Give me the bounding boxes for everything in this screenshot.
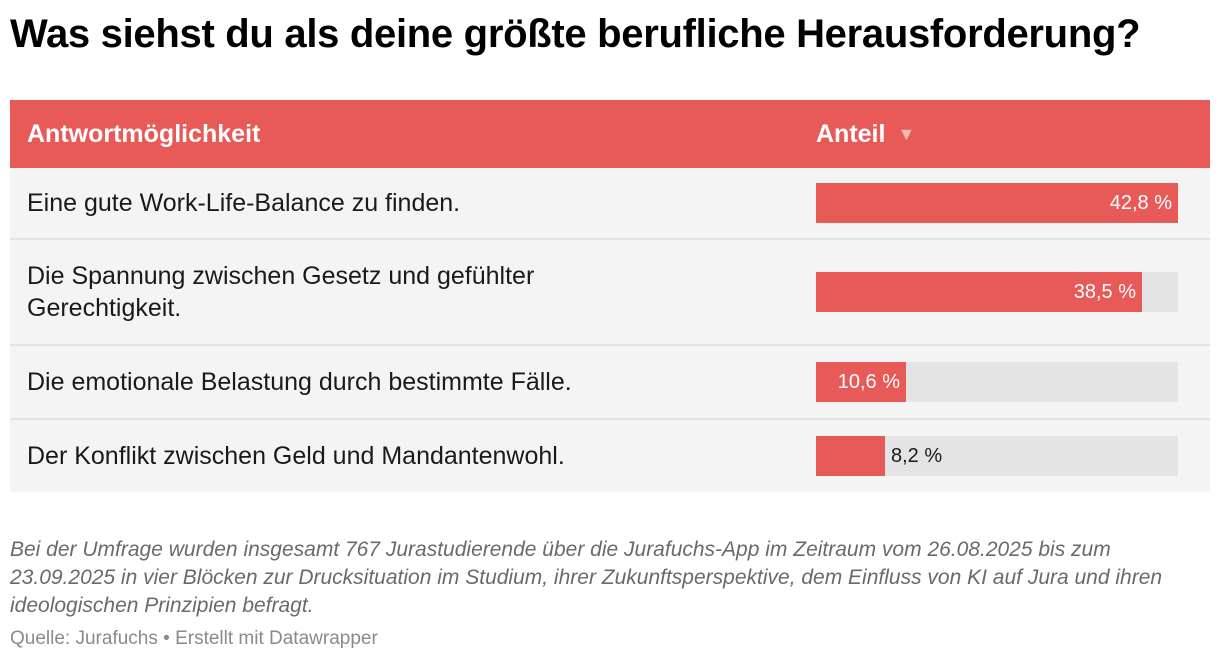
results-table: Antwortmöglichkeit Anteil ▼ Eine gute Wo… — [10, 100, 1210, 492]
answer-text: Die emotionale Belastung durch bestimmte… — [27, 368, 572, 396]
share-cell: 8,2 % — [816, 436, 1178, 476]
column-header-answer[interactable]: Antwortmöglichkeit — [27, 119, 261, 148]
column-header-share-label: Anteil — [816, 119, 886, 148]
source-line: Quelle: Jurafuchs • Erstellt mit Datawra… — [10, 628, 378, 649]
table-row: Eine gute Work-Life-Balance zu finden. 42… — [10, 168, 1210, 240]
bar-value-label: 8,2 % — [891, 445, 943, 467]
table-body: Eine gute Work-Life-Balance zu finden. 42… — [10, 168, 1210, 492]
bar-fill — [816, 436, 885, 476]
share-cell: 10,6 % — [816, 362, 1178, 402]
bar-value-label: 10,6 % — [837, 371, 900, 393]
bar-fill — [816, 362, 906, 402]
answer-text: Eine gute Work-Life-Balance zu finden. — [27, 189, 461, 217]
table-header: Antwortmöglichkeit Anteil ▼ — [10, 100, 1210, 168]
sort-descending-icon[interactable]: ▼ — [897, 123, 916, 144]
bar-fill — [816, 183, 1178, 223]
footnote: Bei der Umfrage wurden insgesamt 767 Jur… — [10, 538, 1163, 617]
share-cell: 42,8 % — [816, 183, 1178, 223]
share-cell: 38,5 % — [816, 272, 1178, 312]
bar-value-label: 42,8 % — [1109, 192, 1172, 214]
column-header-share[interactable]: Anteil ▼ — [816, 120, 915, 149]
answer-text: Die Spannung zwischen Gesetz und gefühlt… — [27, 262, 535, 322]
chart-title: Was siehst du als deine größte beruflich… — [10, 12, 1141, 56]
answer-text: Der Konflikt zwischen Geld und Mandanten… — [27, 442, 565, 470]
bar-value-label: 38,5 % — [1073, 281, 1136, 303]
bar-fill — [816, 272, 1142, 312]
table-row: Die Spannung zwischen Gesetz und gefühlt… — [10, 240, 1210, 346]
table-row: Der Konflikt zwischen Geld und Mandanten… — [10, 420, 1210, 492]
table-row: Die emotionale Belastung durch bestimmte… — [10, 346, 1210, 420]
